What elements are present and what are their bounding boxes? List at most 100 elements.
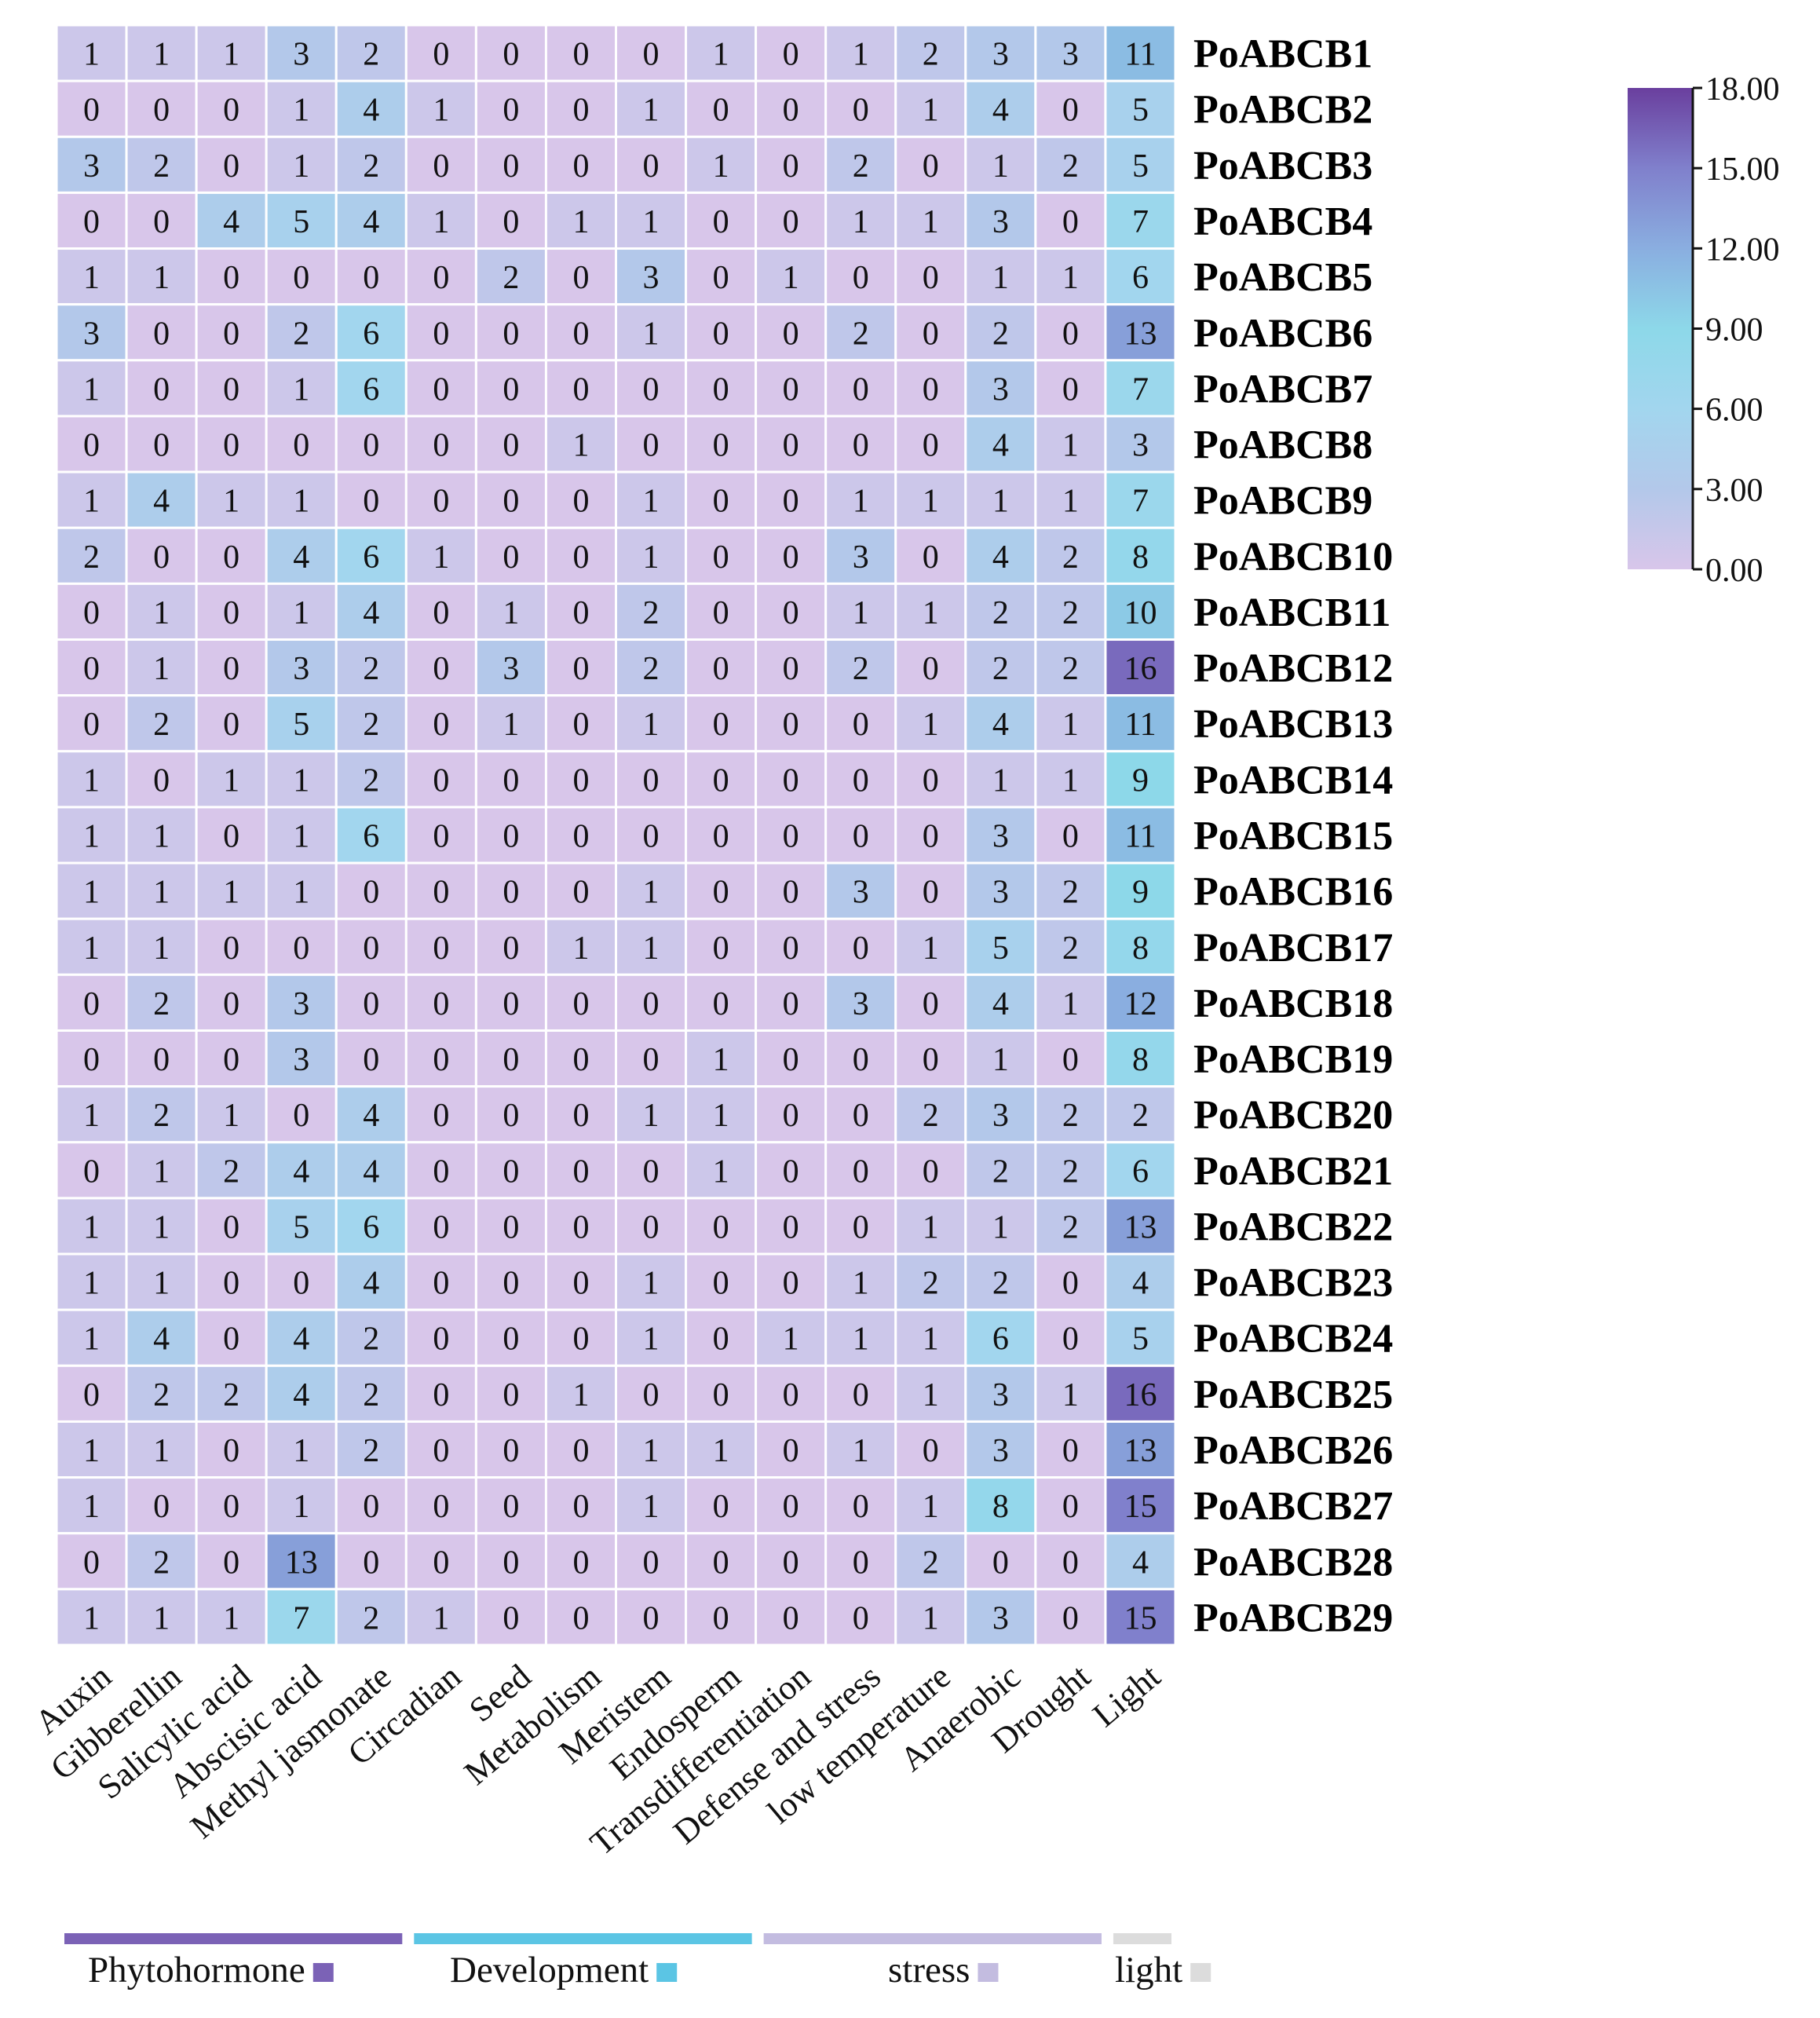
cell-value: 0 bbox=[853, 93, 869, 129]
heatmap-cell bbox=[544, 1197, 617, 1256]
cell-value: 0 bbox=[153, 93, 170, 129]
cell-value: 11 bbox=[1124, 37, 1156, 73]
cell-value: 0 bbox=[1062, 1042, 1079, 1078]
cell-value: 0 bbox=[572, 260, 589, 296]
cell-value: 0 bbox=[853, 1489, 869, 1525]
heatmap-cell bbox=[964, 470, 1037, 529]
cell-value: 0 bbox=[923, 819, 939, 855]
cell-value: 0 bbox=[643, 819, 660, 855]
heatmap-cell bbox=[404, 359, 477, 418]
cell-value: 0 bbox=[363, 986, 379, 1022]
cell-value: 1 bbox=[293, 762, 309, 799]
cell-value: 1 bbox=[293, 1489, 309, 1525]
cell-value: 0 bbox=[572, 484, 589, 520]
cell-value: 0 bbox=[783, 875, 799, 911]
heatmap-cell bbox=[474, 1588, 547, 1647]
cell-value: 0 bbox=[572, 1489, 589, 1525]
heatmap-cell bbox=[1034, 694, 1107, 753]
cell-value: 0 bbox=[713, 316, 729, 352]
row-label-poabcb28: PoABCB28 bbox=[1193, 1540, 1393, 1585]
heatmap-cell bbox=[404, 1141, 477, 1200]
cell-value: 0 bbox=[783, 762, 799, 799]
cell-value: 0 bbox=[713, 1377, 729, 1413]
cell-value: 1 bbox=[853, 1322, 869, 1358]
heatmap-cell bbox=[824, 1364, 897, 1423]
row-label-poabcb10: PoABCB10 bbox=[1193, 535, 1393, 579]
row-label-poabcb16: PoABCB16 bbox=[1193, 870, 1393, 915]
heatmap-cell bbox=[195, 973, 268, 1032]
cell-value: 0 bbox=[433, 316, 449, 352]
cell-value: 0 bbox=[783, 371, 799, 408]
cell-value: 1 bbox=[503, 707, 519, 743]
cell-value: 1 bbox=[433, 204, 449, 240]
cell-value: 0 bbox=[783, 930, 799, 967]
heatmap-cell bbox=[894, 1364, 967, 1423]
cell-value: 6 bbox=[363, 316, 379, 352]
cell-value: 0 bbox=[643, 1209, 660, 1245]
cell-value: 0 bbox=[503, 1098, 519, 1134]
cell-value: 0 bbox=[783, 1433, 799, 1469]
cell-value: 0 bbox=[572, 37, 589, 73]
cell-value: 0 bbox=[223, 819, 239, 855]
cell-value: 3 bbox=[293, 986, 309, 1022]
cell-value: 0 bbox=[153, 204, 170, 240]
cell-value: 1 bbox=[293, 875, 309, 911]
heatmap-cell bbox=[55, 1532, 128, 1591]
heatmap-cell bbox=[544, 415, 617, 473]
cell-value: 0 bbox=[1062, 1266, 1079, 1302]
heatmap-cell bbox=[404, 973, 477, 1032]
heatmap-cell bbox=[964, 247, 1037, 306]
cell-value: 1 bbox=[643, 875, 660, 911]
heatmap-cell bbox=[404, 24, 477, 82]
group-legend: Phytohormone Development stress light bbox=[64, 1933, 1212, 1991]
cell-value: 0 bbox=[83, 1042, 100, 1078]
heatmap-cell bbox=[55, 582, 128, 642]
cell-value: 0 bbox=[433, 371, 449, 408]
colorbar-tick-label: 18.00 bbox=[1705, 71, 1780, 108]
cell-value: 2 bbox=[992, 651, 1009, 687]
cell-value: 3 bbox=[1062, 37, 1079, 73]
cell-value: 0 bbox=[433, 1153, 449, 1190]
heatmap-cell bbox=[544, 359, 617, 418]
cell-value: 0 bbox=[713, 1209, 729, 1245]
cell-value: 0 bbox=[853, 930, 869, 967]
heatmap-cell bbox=[1104, 1252, 1177, 1311]
heatmap-cell bbox=[755, 861, 828, 920]
cell-value: 0 bbox=[83, 707, 100, 743]
heatmap-cell bbox=[125, 750, 198, 809]
heatmap-cell bbox=[824, 1029, 897, 1088]
heatmap-cell bbox=[125, 917, 198, 976]
cell-value: 6 bbox=[1132, 260, 1149, 296]
heatmap-cell bbox=[544, 191, 617, 250]
cell-value: 0 bbox=[923, 875, 939, 911]
cell-value: 8 bbox=[1132, 1042, 1149, 1078]
heatmap-cell bbox=[755, 806, 828, 865]
row-label-poabcb14: PoABCB14 bbox=[1193, 758, 1393, 802]
cell-value: 0 bbox=[83, 428, 100, 464]
cell-value: 0 bbox=[572, 1433, 589, 1469]
heatmap-cell bbox=[265, 1532, 338, 1591]
cell-value: 12 bbox=[1124, 986, 1157, 1022]
cell-value: 2 bbox=[153, 707, 170, 743]
cell-value: 1 bbox=[83, 762, 100, 799]
cell-value: 4 bbox=[363, 1153, 379, 1190]
cell-value: 6 bbox=[1132, 1153, 1149, 1190]
cell-value: 0 bbox=[503, 986, 519, 1022]
heatmap-cell bbox=[544, 1588, 617, 1647]
cell-value: 2 bbox=[853, 316, 869, 352]
heatmap-cell bbox=[265, 917, 338, 976]
cell-value: 0 bbox=[713, 762, 729, 799]
cell-value: 0 bbox=[503, 1042, 519, 1078]
cell-value: 0 bbox=[503, 1545, 519, 1581]
cell-value: 4 bbox=[363, 595, 379, 631]
cell-value: 0 bbox=[293, 1266, 309, 1302]
cell-value: 2 bbox=[153, 148, 170, 185]
cell-value: 3 bbox=[853, 986, 869, 1022]
heatmap-cell bbox=[474, 1532, 547, 1591]
heatmap-cell bbox=[404, 861, 477, 920]
heatmap-cell bbox=[685, 247, 758, 306]
cell-value: 1 bbox=[293, 484, 309, 520]
cell-value: 2 bbox=[293, 316, 309, 352]
cell-value: 0 bbox=[783, 316, 799, 352]
cell-value: 0 bbox=[293, 260, 309, 296]
